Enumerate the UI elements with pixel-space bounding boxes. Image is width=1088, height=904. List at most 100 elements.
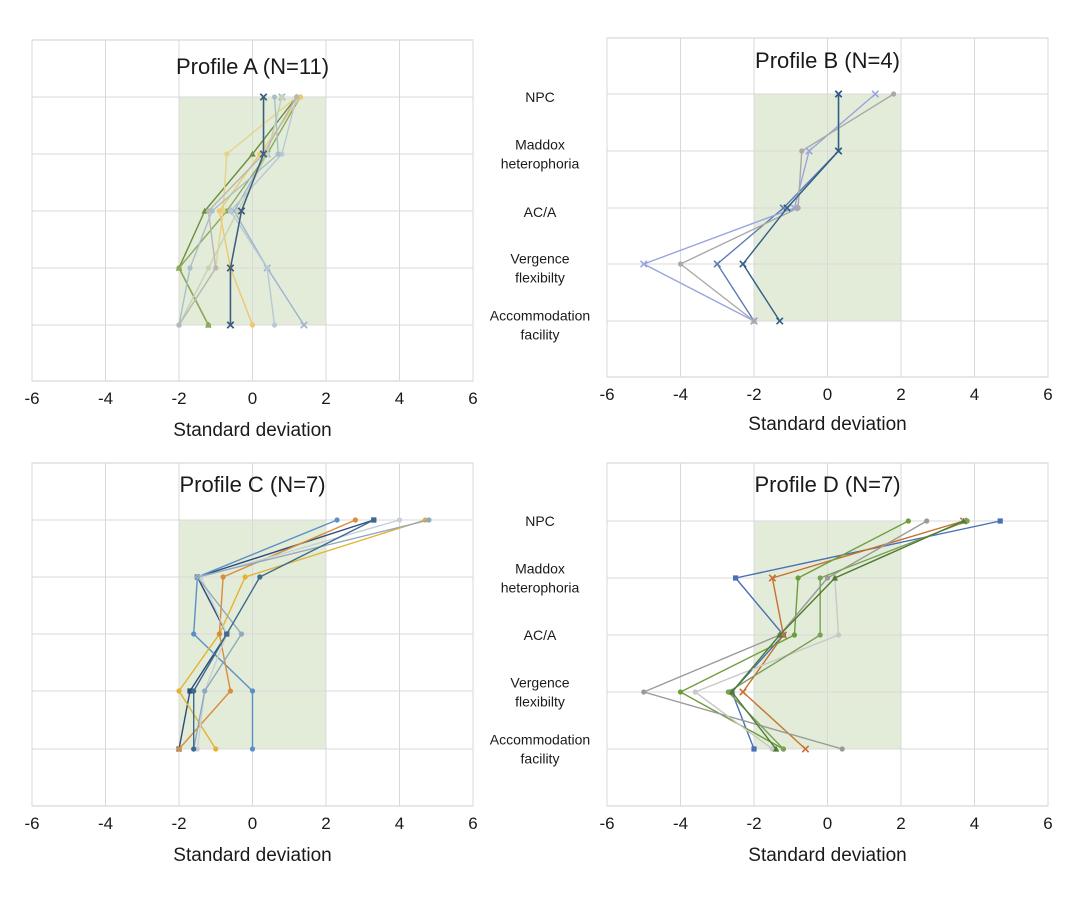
data-point-npc (997, 518, 1003, 524)
data-point-accommodation-facility (780, 746, 787, 752)
x-tick-label: 4 (395, 814, 404, 833)
x-axis-label: Standard deviation (748, 414, 906, 435)
data-point-accommodation-facility (772, 745, 780, 752)
data-point-maddox-heterophoria (831, 574, 839, 581)
x-axis-label: Standard deviation (173, 420, 331, 441)
data-point-maddox-heterophoria (733, 575, 739, 581)
chart-title: Profile D (N=7) (754, 472, 900, 497)
x-tick-label: 0 (248, 814, 257, 833)
data-point-vergence-flexibilty (739, 688, 747, 696)
x-tick-label: -4 (98, 814, 113, 833)
data-point-vergence-flexibilty (187, 688, 193, 694)
data-point-npc (834, 90, 843, 98)
x-axis-label: Standard deviation (173, 845, 331, 866)
data-point-maddox-heterophoria (817, 575, 823, 581)
data-point-vergence-flexibilty (639, 260, 648, 268)
x-tick-label: -2 (746, 385, 761, 404)
data-point-vergence-flexibilty (176, 688, 182, 694)
data-point-accommodation-facility (801, 745, 810, 753)
data-point-maddox-heterophoria (224, 151, 230, 157)
data-point-ac-a (191, 631, 197, 637)
data-point-npc (891, 91, 897, 97)
data-point-vergence-flexibilty (226, 264, 235, 272)
data-point-ac-a (238, 631, 245, 637)
data-point-maddox-heterophoria (824, 575, 831, 581)
x-tick-label: -2 (171, 389, 186, 408)
category-label-vergence-flexibilty: Vergence flexibilty (510, 675, 569, 710)
data-point-maddox-heterophoria (259, 150, 268, 158)
data-point-accommodation-facility (176, 746, 182, 752)
x-tick-label: -6 (599, 814, 614, 833)
data-point-vergence-flexibilty (176, 265, 182, 271)
data-point-vergence-flexibilty (249, 688, 256, 694)
category-label-accommodation-facility: Accommodation facility (490, 308, 590, 343)
x-tick-label: 6 (468, 389, 477, 408)
category-label-vergence-flexibilty: Vergence flexibilty (510, 251, 569, 286)
data-point-accommodation-facility (271, 322, 278, 328)
data-point-accommodation-facility (226, 321, 235, 329)
data-point-accommodation-facility (191, 746, 197, 752)
x-axis-label: Standard deviation (748, 845, 906, 866)
chart-title: Profile A (N=11) (176, 54, 329, 79)
chart-panel-profile-a-n-11: Profile A (N=11) -6 -4 -2 0 2 4 6 Standard devia… (24, 39, 478, 441)
series-11 (226, 93, 268, 329)
series-7 (728, 517, 967, 752)
chart-panel-profile-c-n-7: Profile C (N=7) -6 -4 -2 0 2 4 6 Standard deviat… (24, 462, 478, 866)
data-point-maddox-heterophoria (194, 574, 200, 580)
data-point-vergence-flexibilty (264, 265, 270, 271)
x-tick-label: 6 (468, 814, 477, 833)
data-point-maddox-heterophoria (834, 147, 843, 155)
x-tick-label: -2 (746, 814, 761, 833)
data-point-npc (924, 518, 930, 524)
data-point-npc (960, 517, 967, 524)
data-point-maddox-heterophoria (795, 575, 801, 581)
data-point-accommodation-facility (194, 746, 200, 752)
data-point-ac-a (795, 205, 801, 211)
data-point-maddox-heterophoria (805, 147, 813, 155)
data-point-npc (334, 517, 340, 523)
data-point-ac-a (237, 207, 246, 215)
x-tick-label: -4 (673, 814, 688, 833)
x-tick-label: 4 (970, 385, 979, 404)
data-point-npc (905, 518, 911, 524)
data-point-ac-a (224, 631, 230, 637)
series-3 (677, 91, 897, 324)
data-point-ac-a (216, 631, 223, 637)
x-tick-label: 0 (248, 389, 257, 408)
x-tick-label: -4 (98, 389, 113, 408)
chart-title: Profile C (N=7) (179, 472, 325, 497)
data-point-vergence-flexibilty (739, 260, 747, 268)
data-point-vergence-flexibilty (191, 688, 197, 694)
data-point-npc (294, 94, 300, 100)
data-point-maddox-heterophoria (242, 574, 248, 580)
category-label-npc: NPC (525, 89, 555, 105)
data-point-vergence-flexibilty (641, 689, 647, 695)
x-tick-label: 2 (896, 385, 905, 404)
data-point-accommodation-facility (775, 317, 784, 325)
data-point-vergence-flexibilty (187, 265, 193, 271)
x-tick-label: 2 (896, 814, 905, 833)
data-point-maddox-heterophoria (279, 151, 285, 157)
data-point-ac-a (216, 208, 223, 214)
chart-panels: Profile A (N=11) -6 -4 -2 0 2 4 6 Standard devia… (24, 37, 1053, 866)
data-point-ac-a (791, 632, 798, 638)
data-point-accommodation-facility (176, 322, 182, 328)
x-tick-label: 2 (321, 814, 330, 833)
data-point-vergence-flexibilty (728, 688, 736, 695)
data-point-npc (271, 94, 278, 100)
data-point-vergence-flexibilty (677, 689, 684, 695)
data-point-vergence-flexibilty (713, 260, 722, 268)
data-point-npc (297, 94, 303, 100)
series-4 (739, 90, 843, 325)
series-10 (176, 94, 300, 328)
series-7 (191, 517, 377, 752)
x-tick-label: 6 (1043, 385, 1052, 404)
data-point-npc (259, 93, 268, 101)
data-point-ac-a (224, 208, 230, 214)
x-tick-label: -2 (171, 814, 186, 833)
data-point-vergence-flexibilty (205, 265, 211, 271)
chart-title: Profile B (N=4) (755, 48, 900, 73)
data-point-vergence-flexibilty (227, 688, 234, 694)
data-point-ac-a (227, 208, 234, 214)
